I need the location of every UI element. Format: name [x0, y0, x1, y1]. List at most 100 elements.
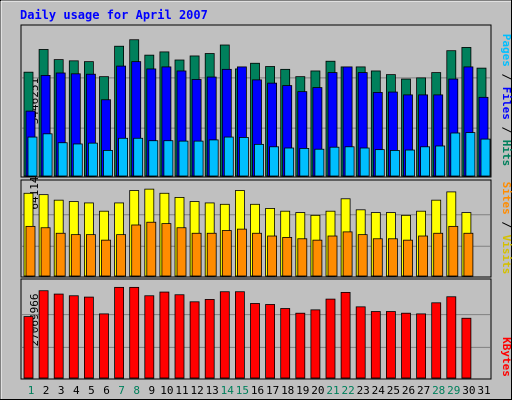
- x-tick-label: 13: [206, 384, 219, 397]
- bar-kbytes-day-20: [310, 309, 321, 379]
- bar-sites-day-19: [297, 238, 308, 277]
- bars-layer: [22, 39, 491, 379]
- bar-sites-day-7: [116, 234, 126, 277]
- bar-pages-day-18: [284, 147, 295, 177]
- x-tick-label: 10: [160, 384, 173, 397]
- bar-sites-day-17: [267, 235, 278, 277]
- bar-pages-day-9: [148, 140, 159, 177]
- bar-pages-day-1: [27, 136, 38, 177]
- bar-kbytes-day-28: [431, 302, 442, 379]
- bar-sites-day-27: [418, 235, 429, 277]
- bar-kbytes-day-23: [355, 306, 366, 379]
- kbytes-legend: KBytes: [500, 337, 512, 377]
- bar-sites-day-11: [176, 227, 187, 277]
- bar-pages-day-30: [465, 132, 476, 177]
- x-tick-label: 14: [221, 384, 235, 397]
- bar-kbytes-day-2: [38, 290, 49, 379]
- bar-pages-day-5: [88, 142, 98, 177]
- visits-legend-text: Sites / Visits: [500, 182, 512, 275]
- bar-pages-day-12: [193, 140, 204, 177]
- bar-kbytes-day-18: [280, 308, 291, 379]
- bar-kbytes-day-7: [114, 286, 124, 379]
- bar-kbytes-day-27: [416, 313, 427, 379]
- bar-pages-day-16: [254, 143, 264, 177]
- bar-sites-day-10: [161, 223, 172, 277]
- x-tick-label: 31: [477, 384, 490, 397]
- x-tick-label: 20: [311, 384, 324, 397]
- x-tick-label: 28: [432, 384, 445, 397]
- x-tick-label: 16: [251, 384, 264, 397]
- bar-sites-day-29: [448, 225, 459, 277]
- x-tick-label: 1: [28, 384, 35, 397]
- legend-sites: Sites: [500, 182, 512, 215]
- bar-kbytes-day-19: [295, 312, 306, 379]
- x-tick-label: 27: [417, 384, 430, 397]
- bar-pages-day-27: [420, 146, 431, 177]
- bar-sites-day-9: [146, 221, 157, 277]
- bar-sites-day-14: [221, 230, 232, 277]
- x-tick-label: 6: [103, 384, 110, 397]
- bar-sites-day-15: [236, 228, 247, 277]
- bar-pages-day-4: [72, 143, 83, 177]
- legend-pages: Pages: [500, 34, 512, 67]
- bar-kbytes-day-8: [129, 286, 140, 379]
- bar-kbytes-day-3: [53, 293, 64, 379]
- bar-sites-day-2: [40, 227, 51, 277]
- bar-sites-day-25: [387, 238, 398, 277]
- bar-sites-day-5: [86, 234, 96, 277]
- bar-kbytes-day-25: [385, 311, 396, 379]
- bar-pages-day-8: [133, 137, 144, 177]
- bar-pages-day-13: [208, 139, 219, 177]
- bar-sites-day-21: [327, 235, 338, 277]
- bar-sites-day-18: [282, 236, 293, 277]
- bar-kbytes-day-26: [401, 312, 411, 379]
- x-tick-label: 25: [387, 384, 400, 397]
- x-tick-label: 7: [118, 384, 125, 397]
- bar-kbytes-day-22: [340, 291, 351, 379]
- bar-kbytes-day-16: [250, 303, 260, 379]
- x-tick-label: 23: [357, 384, 370, 397]
- bar-kbytes-day-10: [159, 291, 170, 379]
- hits-legend-text: Pages / Files / Hits: [500, 34, 512, 167]
- bar-sites-day-24: [372, 238, 383, 277]
- bar-pages-day-22: [344, 146, 355, 177]
- bar-sites-day-4: [70, 234, 81, 277]
- hits-legend: Pages / Files / Hits: [500, 34, 512, 167]
- x-tick-label: 15: [236, 384, 249, 397]
- legend-hits: Hits: [500, 140, 512, 167]
- bar-pages-day-15: [238, 137, 249, 177]
- x-tick-label: 18: [281, 384, 294, 397]
- legend-sep: /: [500, 120, 512, 140]
- x-tick-label: 11: [175, 384, 188, 397]
- bar-kbytes-day-5: [84, 296, 94, 379]
- bar-kbytes-day-1: [23, 316, 34, 379]
- legend-kbytes: KBytes: [500, 337, 512, 377]
- x-tick-label: 9: [148, 384, 155, 397]
- x-tick-label: 22: [341, 384, 354, 397]
- bar-kbytes-day-17: [265, 304, 276, 379]
- bar-sites-day-3: [55, 232, 66, 277]
- x-tick-label: 8: [133, 384, 140, 397]
- bar-kbytes-day-11: [174, 294, 185, 379]
- visits-legend: Sites / Visits: [500, 182, 512, 275]
- legend-visits: Visits: [500, 235, 512, 275]
- bar-sites-day-26: [403, 239, 413, 277]
- bar-kbytes-day-9: [144, 295, 155, 379]
- bar-sites-day-23: [357, 234, 368, 277]
- x-tick-label: 26: [402, 384, 415, 397]
- bar-pages-day-6: [103, 150, 113, 177]
- bar-pages-day-7: [118, 137, 128, 177]
- bar-pages-day-11: [178, 140, 189, 177]
- x-tick-label: 12: [190, 384, 203, 397]
- bar-kbytes-day-29: [446, 296, 457, 379]
- x-tick-label: 5: [88, 384, 95, 397]
- x-tick-label: 24: [372, 384, 386, 397]
- x-tick-label: 3: [58, 384, 65, 397]
- bar-pages-day-2: [42, 133, 53, 177]
- bar-sites-day-6: [101, 239, 111, 277]
- bar-sites-day-12: [191, 232, 202, 277]
- bar-kbytes-day-15: [234, 291, 245, 379]
- bar-kbytes-day-24: [370, 311, 381, 379]
